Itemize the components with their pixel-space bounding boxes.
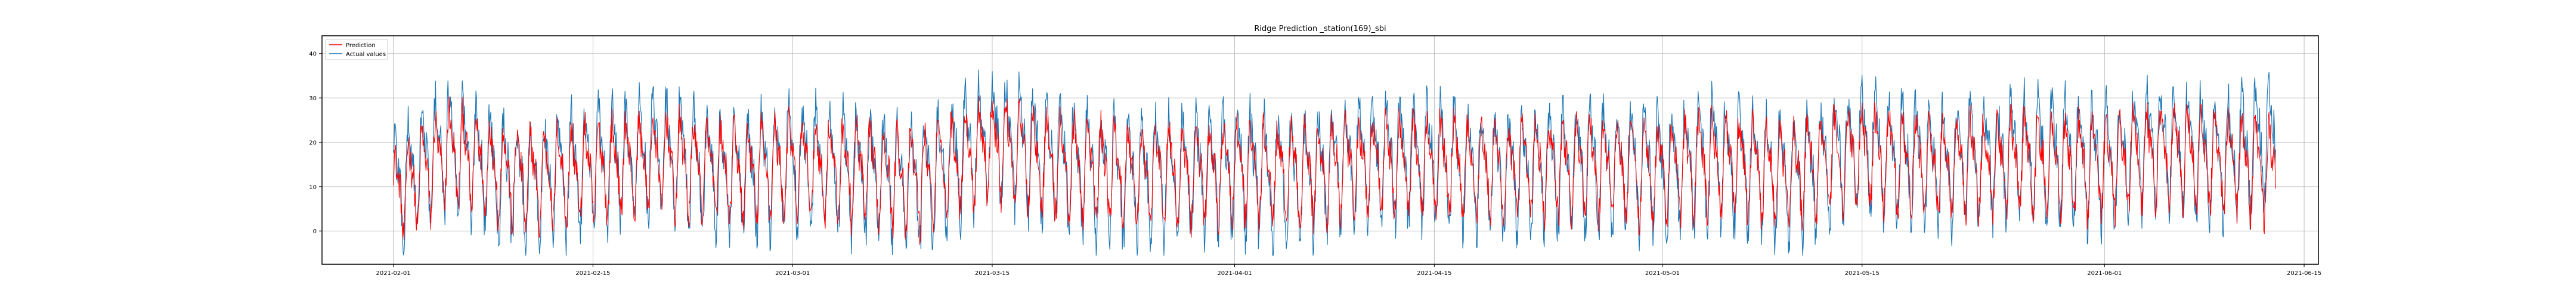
x-tick-label: 2021-02-01: [376, 270, 411, 277]
y-tick-label: 40: [309, 51, 317, 58]
series-line-prediction: [393, 95, 2276, 245]
legend-label-prediction: Prediction: [346, 42, 376, 49]
chart-title: Ridge Prediction _station(169)_sbi: [1254, 24, 1386, 33]
x-tick-label: 2021-05-15: [1845, 270, 1880, 277]
x-tick-label: 2021-06-15: [2287, 270, 2321, 277]
x-tick-label: 2021-02-15: [575, 270, 610, 277]
x-tick-label: 2021-03-15: [975, 270, 1010, 277]
x-tick-label: 2021-06-01: [2087, 270, 2122, 277]
y-tick-label: 0: [313, 228, 317, 235]
plot-frame: [321, 35, 2319, 265]
y-tick-label: 30: [309, 95, 317, 102]
tick-layer: 2021-02-01 2021-02-15 2021-03-01 2021-03-15…: [309, 51, 2321, 277]
legend: Prediction Actual values: [325, 39, 388, 60]
x-tick-label: 2021-04-15: [1417, 270, 1451, 277]
x-tick-label: 2021-05-01: [1645, 270, 1680, 277]
legend-label-actual-values: Actual values: [346, 51, 386, 58]
x-tick-label: 2021-03-01: [775, 270, 810, 277]
y-tick-label: 10: [309, 184, 317, 191]
y-tick-label: 20: [309, 140, 317, 146]
series-layer: [393, 69, 2276, 256]
grid-layer: [322, 36, 2318, 264]
x-tick-label: 2021-04-01: [1217, 270, 1252, 277]
